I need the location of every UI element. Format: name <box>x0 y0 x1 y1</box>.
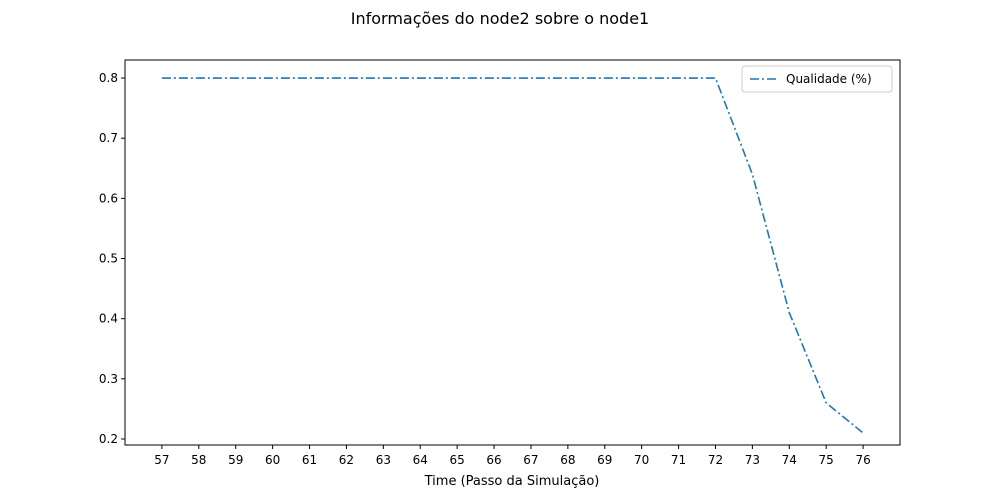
x-tick-label: 68 <box>560 453 575 467</box>
data-point <box>641 77 643 79</box>
x-tick-label: 76 <box>855 453 870 467</box>
x-tick-label: 57 <box>154 453 169 467</box>
x-tick-label: 62 <box>339 453 354 467</box>
y-tick-label: 0.5 <box>99 252 118 266</box>
data-point <box>419 77 421 79</box>
y-tick-label: 0.2 <box>99 432 118 446</box>
x-tick-label: 69 <box>597 453 612 467</box>
x-tick-label: 59 <box>228 453 243 467</box>
legend-box <box>741 65 893 93</box>
data-point <box>752 173 754 175</box>
y-tick-label: 0.6 <box>99 191 118 205</box>
data-point <box>456 77 458 79</box>
y-tick-label: 0.7 <box>99 131 118 145</box>
data-point <box>383 77 385 79</box>
data-point <box>198 77 200 79</box>
data-point <box>678 77 680 79</box>
x-tick-label: 65 <box>450 453 465 467</box>
x-tick-label: 67 <box>523 453 538 467</box>
data-point <box>235 77 237 79</box>
chart-title: Informações do node2 sobre o node1 <box>351 9 649 28</box>
x-tick-label: 66 <box>486 453 501 467</box>
series-line <box>161 77 864 434</box>
data-point <box>715 77 717 79</box>
x-tick-label: 60 <box>265 453 280 467</box>
data-point <box>346 77 348 79</box>
x-tick-label: 75 <box>819 453 834 467</box>
data-point <box>567 77 569 79</box>
data-point <box>272 77 274 79</box>
x-axis-label: Time (Passo da Simulação) <box>424 474 600 489</box>
data-point <box>530 77 532 79</box>
y-tick-label: 0.3 <box>99 372 118 386</box>
plot-area: 57 58 59 60 61 62 63 64 65 66 67 68 69 70 71 72 73 74 75 76… <box>99 59 901 467</box>
x-tick-label: 71 <box>671 453 686 467</box>
x-tick-label: 61 <box>302 453 317 467</box>
data-point <box>825 402 827 404</box>
x-tick-label: 63 <box>376 453 391 467</box>
data-point <box>309 77 311 79</box>
y-tick-label: 0.8 <box>99 71 118 85</box>
x-tick-label: 58 <box>191 453 206 467</box>
data-point <box>161 77 163 79</box>
x-tick-label: 64 <box>413 453 428 467</box>
data-point <box>604 77 606 79</box>
x-tick-label: 74 <box>782 453 797 467</box>
x-tick-label: 70 <box>634 453 649 467</box>
axes-frame <box>124 59 901 446</box>
legend-label: Qualidade (%) <box>786 72 872 86</box>
x-tick-label: 73 <box>745 453 760 467</box>
data-point <box>862 432 864 434</box>
data-point <box>493 77 495 79</box>
y-tick-label: 0.4 <box>99 312 118 326</box>
data-point <box>788 312 790 314</box>
x-tick-label: 72 <box>708 453 723 467</box>
